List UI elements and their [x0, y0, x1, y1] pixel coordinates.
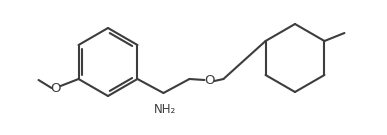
Text: NH₂: NH₂ — [154, 103, 176, 116]
Text: O: O — [204, 75, 215, 87]
Text: O: O — [50, 82, 61, 94]
